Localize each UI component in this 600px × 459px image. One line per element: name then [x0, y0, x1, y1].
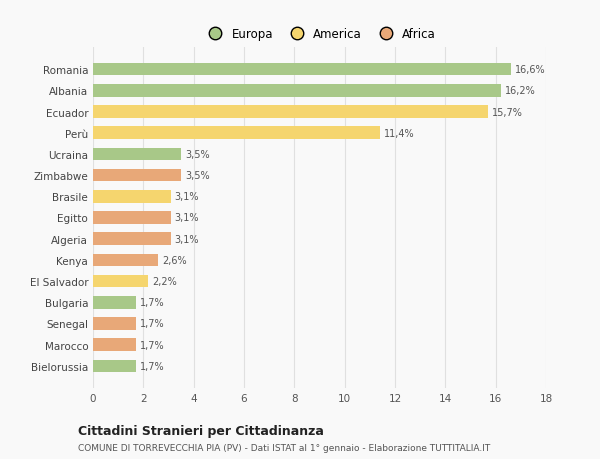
Bar: [93, 190, 171, 203]
Bar: [93, 64, 511, 76]
Text: 3,5%: 3,5%: [185, 171, 209, 181]
Bar: [93, 254, 158, 267]
Text: 1,7%: 1,7%: [140, 340, 164, 350]
Bar: [93, 106, 488, 118]
Bar: [93, 318, 136, 330]
Bar: [93, 148, 181, 161]
Text: 3,1%: 3,1%: [175, 234, 199, 244]
Text: 1,7%: 1,7%: [140, 319, 164, 329]
Text: 3,5%: 3,5%: [185, 150, 209, 160]
Bar: [93, 169, 181, 182]
Text: Cittadini Stranieri per Cittadinanza: Cittadini Stranieri per Cittadinanza: [78, 425, 324, 437]
Text: 3,1%: 3,1%: [175, 213, 199, 223]
Legend: Europa, America, Africa: Europa, America, Africa: [199, 23, 440, 46]
Bar: [93, 233, 171, 246]
Text: 16,6%: 16,6%: [515, 65, 545, 75]
Text: 3,1%: 3,1%: [175, 192, 199, 202]
Text: 11,4%: 11,4%: [383, 129, 415, 139]
Bar: [93, 339, 136, 351]
Text: 1,7%: 1,7%: [140, 361, 164, 371]
Text: 15,7%: 15,7%: [492, 107, 523, 117]
Text: 2,2%: 2,2%: [152, 276, 177, 286]
Text: 16,2%: 16,2%: [505, 86, 535, 96]
Bar: [93, 360, 136, 372]
Text: 2,6%: 2,6%: [162, 255, 187, 265]
Bar: [93, 275, 148, 288]
Text: COMUNE DI TORREVECCHIA PIA (PV) - Dati ISTAT al 1° gennaio - Elaborazione TUTTIT: COMUNE DI TORREVECCHIA PIA (PV) - Dati I…: [78, 443, 490, 452]
Text: 1,7%: 1,7%: [140, 297, 164, 308]
Bar: [93, 127, 380, 140]
Bar: [93, 212, 171, 224]
Bar: [93, 296, 136, 309]
Bar: [93, 85, 500, 97]
